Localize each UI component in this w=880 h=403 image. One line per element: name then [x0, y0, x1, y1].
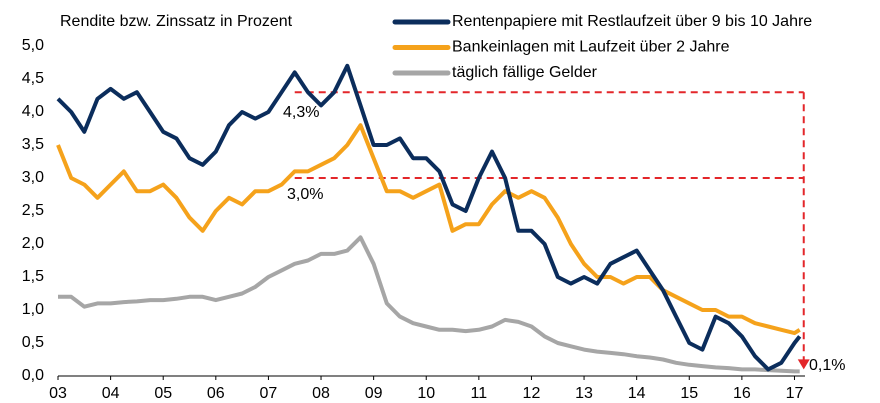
legend-label: Rentenpapiere mit Restlaufzeit über 9 bi…: [452, 13, 812, 30]
x-tick-label: 05: [154, 385, 172, 402]
y-tick-label: 1,0: [22, 301, 44, 318]
y-tick-label: 0,5: [22, 334, 44, 351]
chart-title: Rendite bzw. Zinssatz in Prozent: [60, 13, 293, 30]
annotation-label: 0,1%: [809, 357, 845, 374]
y-tick-label: 3,5: [22, 136, 44, 153]
x-tick-label: 08: [312, 385, 330, 402]
x-tick-label: 17: [786, 385, 804, 402]
x-tick-label: 11: [471, 385, 488, 402]
x-tick-label: 06: [207, 385, 225, 402]
series-line: [58, 235, 800, 374]
annotation-label: 4,3%: [283, 104, 319, 121]
x-tick-label: 14: [628, 385, 646, 402]
x-tick-label: 15: [680, 385, 698, 402]
y-tick-label: 4,0: [22, 103, 44, 120]
y-tick-label: 4,5: [22, 70, 44, 87]
y-tick-label: 2,0: [22, 235, 44, 252]
x-tick-label: 03: [49, 385, 67, 402]
x-tick-label: 13: [575, 385, 593, 402]
x-tick-label: 04: [102, 385, 120, 402]
legend-label: Bankeinlagen mit Laufzeit über 2 Jahre: [452, 39, 730, 56]
series-line: [56, 123, 801, 336]
legend-label: täglich fällige Gelder: [452, 64, 598, 81]
x-tick-label: 10: [417, 385, 435, 402]
x-tick-label: 09: [365, 385, 383, 402]
x-tick-label: 16: [733, 385, 751, 402]
y-tick-label: 3,0: [22, 169, 44, 186]
y-tick-label: 5,0: [22, 37, 44, 54]
x-tick-label: 12: [523, 385, 541, 402]
arrow-head: [797, 359, 810, 370]
y-tick-label: 0,0: [22, 367, 44, 384]
series-line: [56, 63, 802, 372]
x-tick-label: 07: [260, 385, 278, 402]
annotation-label: 3,0%: [287, 186, 323, 203]
y-tick-label: 1,5: [22, 268, 44, 285]
y-tick-label: 2,5: [22, 202, 44, 219]
